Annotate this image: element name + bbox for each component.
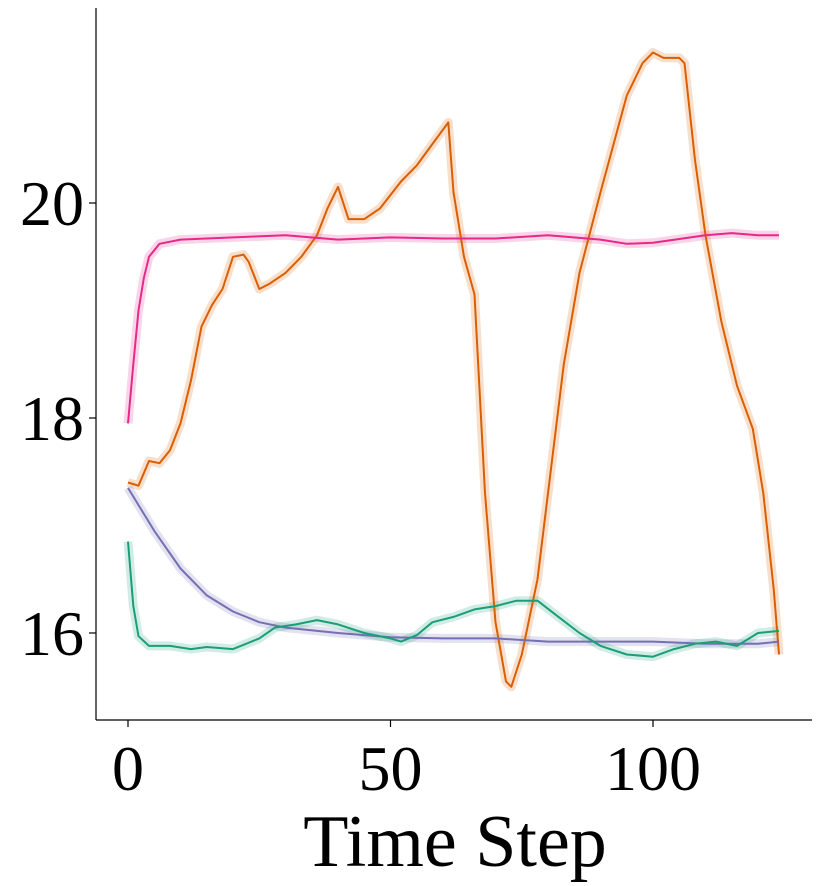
y-ticks: 16 18 20 — [20, 168, 96, 669]
series-0-band — [126, 48, 784, 692]
series-1-line — [127, 232, 779, 424]
series-1-band — [123, 228, 779, 424]
y-tick-label: 18 — [20, 383, 84, 454]
series-lines — [127, 51, 780, 688]
x-axis-label: Time Step — [303, 801, 607, 883]
y-tick-label: 20 — [20, 168, 84, 239]
confidence-bands — [123, 48, 784, 692]
x-ticks: 0 50 100 — [112, 720, 701, 804]
x-tick-label: 100 — [605, 733, 701, 804]
y-tick-label: 16 — [20, 598, 84, 669]
series-2-line — [127, 487, 780, 645]
series-0-line — [127, 51, 780, 688]
x-tick-label: 0 — [112, 733, 144, 804]
series-3-line — [127, 541, 780, 658]
x-tick-label: 50 — [359, 733, 423, 804]
